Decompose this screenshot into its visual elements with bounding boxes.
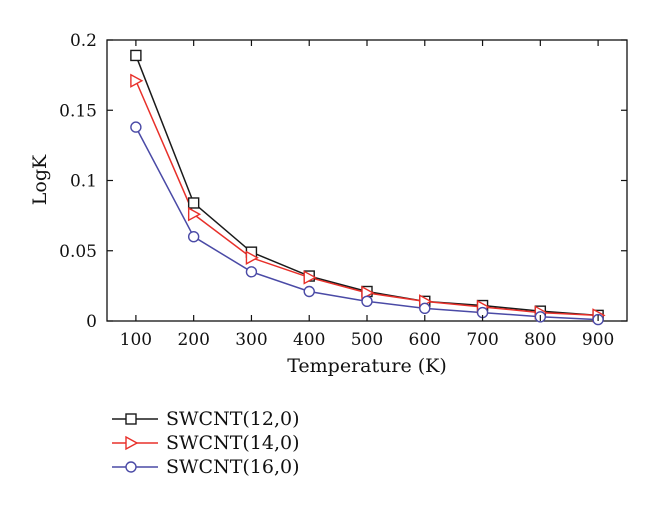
series-markers [130, 49, 606, 326]
data-point-series-2 [187, 207, 202, 222]
y-axis-ticks: 0 0.05 0.1 0.15 0.2 [59, 31, 627, 332]
series-line-1 [135, 55, 599, 317]
data-point-series-3 [187, 230, 200, 243]
x-tick-label: 300 [235, 330, 267, 350]
legend-marker-2 [125, 435, 139, 451]
x-tick-label: 900 [582, 330, 614, 350]
data-point-series-2 [303, 270, 317, 285]
x-tick-label: 500 [351, 330, 383, 350]
x-axis-ticks: 100 200 300 400 500 600 700 800 900 [120, 40, 614, 350]
plot-area [106, 39, 628, 326]
legend-label-2: SWCNT(14,0) [166, 432, 300, 454]
data-point-series-3 [419, 302, 431, 315]
x-tick-label: 400 [293, 330, 325, 350]
legend: SWCNT(12,0)SWCNT(14,0)SWCNT(16,0) [112, 408, 300, 478]
data-point-series-1 [187, 197, 200, 209]
legend-marker-1 [125, 413, 137, 425]
legend-marker-3 [125, 461, 137, 473]
x-tick-label: 600 [409, 330, 441, 350]
y-tick-label: 0.2 [70, 31, 97, 51]
data-point-series-2 [245, 250, 259, 265]
legend-label-3: SWCNT(16,0) [166, 456, 300, 478]
data-point-series-1 [130, 49, 142, 62]
y-tick-label: 0.15 [59, 101, 97, 121]
data-point-series-3 [130, 121, 142, 133]
legend-label-1: SWCNT(12,0) [166, 408, 300, 430]
data-point-series-2 [130, 73, 144, 88]
y-tick-label: 0.05 [59, 242, 97, 262]
data-point-series-3 [245, 266, 258, 278]
x-tick-label: 100 [120, 330, 152, 350]
data-point-series-3 [361, 295, 373, 308]
data-point-series-3 [303, 285, 315, 298]
y-tick-label: 0 [86, 312, 97, 332]
x-tick-label: 800 [524, 330, 556, 350]
x-tick-label: 700 [466, 330, 498, 350]
series-lines [135, 55, 599, 321]
series-line-2 [135, 80, 599, 317]
x-tick-label: 200 [177, 330, 209, 350]
y-axis-label: LogK [29, 154, 51, 205]
x-axis-label: Temperature (K) [287, 355, 447, 377]
y-tick-label: 0.1 [70, 172, 97, 192]
